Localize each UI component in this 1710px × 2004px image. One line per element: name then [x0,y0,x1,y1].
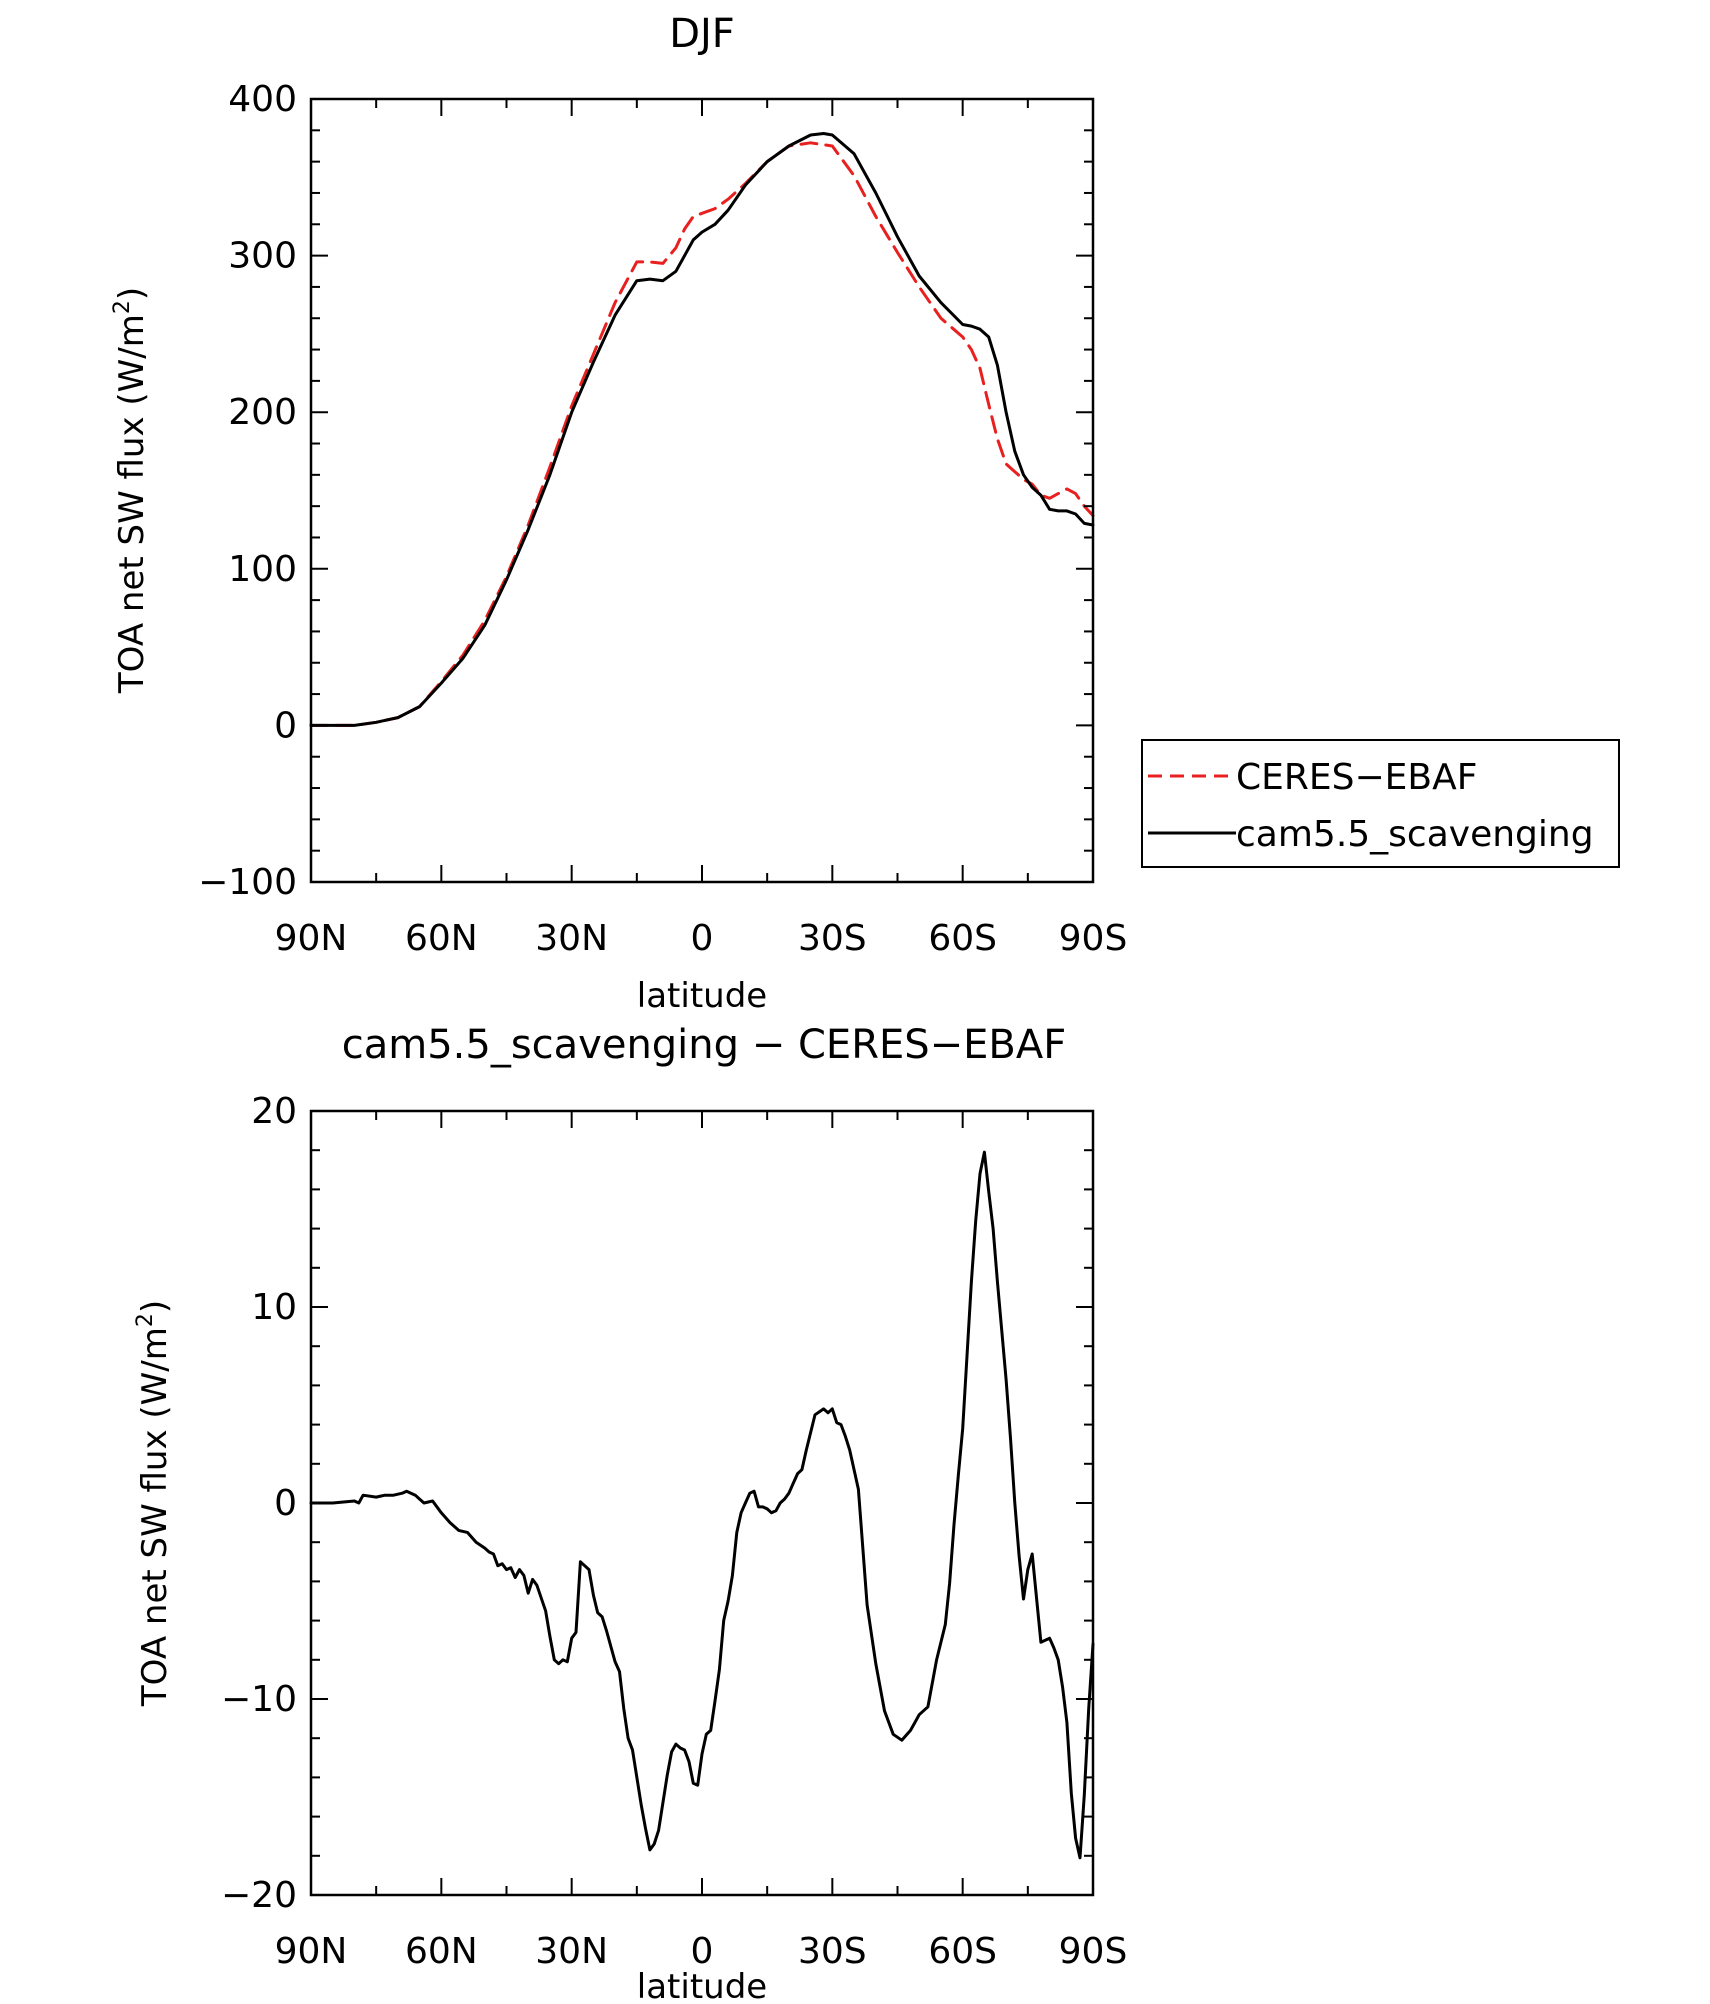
top-x-tick-label: 90N [275,918,348,959]
bottom-x-tick-label: 90N [275,1931,348,1972]
top-ylabel-superscript: 2 [110,300,135,314]
bottom-y-tick-label: 10 [251,1287,297,1328]
bottom-chart-title: cam5.5_scavenging − CERES−EBAF [342,1022,1067,1068]
bottom-y-tick-label: 20 [251,1091,297,1132]
top-y-tick-label: 200 [228,392,297,433]
bottom-x-tick-label: 30S [798,1931,867,1972]
top-y-tick-label: 0 [274,705,297,746]
top-chart-x-tick-labels: 90N 60N 30N 0 30S 60S 90S [275,918,1128,959]
bottom-chart-series-layer [309,1150,1095,1860]
bottom-x-tick-label: 60S [928,1931,997,1972]
top-x-tick-label: 30S [798,918,867,959]
top-x-tick-label: 0 [691,918,714,959]
legend-label-cam: cam5.5_scavenging [1236,814,1594,855]
top-chart-frame [309,97,1095,884]
bottom-ylabel-superscript: 2 [133,1313,158,1327]
top-y-tick-label: 400 [228,79,297,120]
top-ylabel-close: ) [112,287,152,300]
top-y-tick-label: 100 [228,549,297,590]
top-x-tick-label: 60S [928,918,997,959]
top-chart-title: DJF [669,11,735,57]
bottom-x-tick-label: 90S [1059,1931,1128,1972]
bottom-y-tick-label: 0 [274,1483,297,1524]
bottom-x-tick-label: 0 [691,1931,714,1972]
bottom-series-line-0 [309,1150,1095,1860]
bottom-chart-x-tick-labels: 90N 60N 30N 0 30S 60S 90S [275,1931,1128,1972]
bottom-x-tick-label: 60N [405,1931,478,1972]
bottom-ylabel-main: TOA net SW flux (W/m [135,1327,175,1707]
top-x-tick-label: 60N [405,918,478,959]
top-series-line-1 [309,132,1095,727]
bottom-chart: cam5.5_scavenging − CERES−EBAF −20 −10 0 10… [133,1022,1127,2004]
top-chart-x-axis-label: latitude [637,976,767,1016]
bottom-chart-y-tick-labels: −20 −10 0 10 20 [221,1091,297,1916]
bottom-x-tick-label: 30N [535,1931,608,1972]
top-chart-series-layer [309,132,1095,727]
bottom-y-tick-label: −20 [221,1875,297,1916]
top-y-tick-label: 300 [228,236,297,277]
top-ylabel-main: TOA net SW flux (W/m [112,314,152,694]
bottom-chart-y-axis-label: TOA net SW flux (W/m2) [133,1300,175,1707]
legend: CERES−EBAF cam5.5_scavenging [1141,739,1620,868]
top-y-tick-label: −100 [198,862,297,903]
top-x-tick-label: 90S [1059,918,1128,959]
bottom-chart-frame [309,1109,1095,1897]
top-chart-y-tick-labels: −100 0 100 200 300 400 [198,79,297,903]
bottom-y-tick-label: −10 [221,1679,297,1720]
legend-label-ceres: CERES−EBAF [1236,757,1477,798]
bottom-ylabel-close: ) [135,1300,175,1313]
bottom-chart-x-axis-label: latitude [637,1967,767,2004]
legend-box [1141,739,1620,868]
top-chart-y-axis-label: TOA net SW flux (W/m2) [110,287,152,694]
top-x-tick-label: 30N [535,918,608,959]
